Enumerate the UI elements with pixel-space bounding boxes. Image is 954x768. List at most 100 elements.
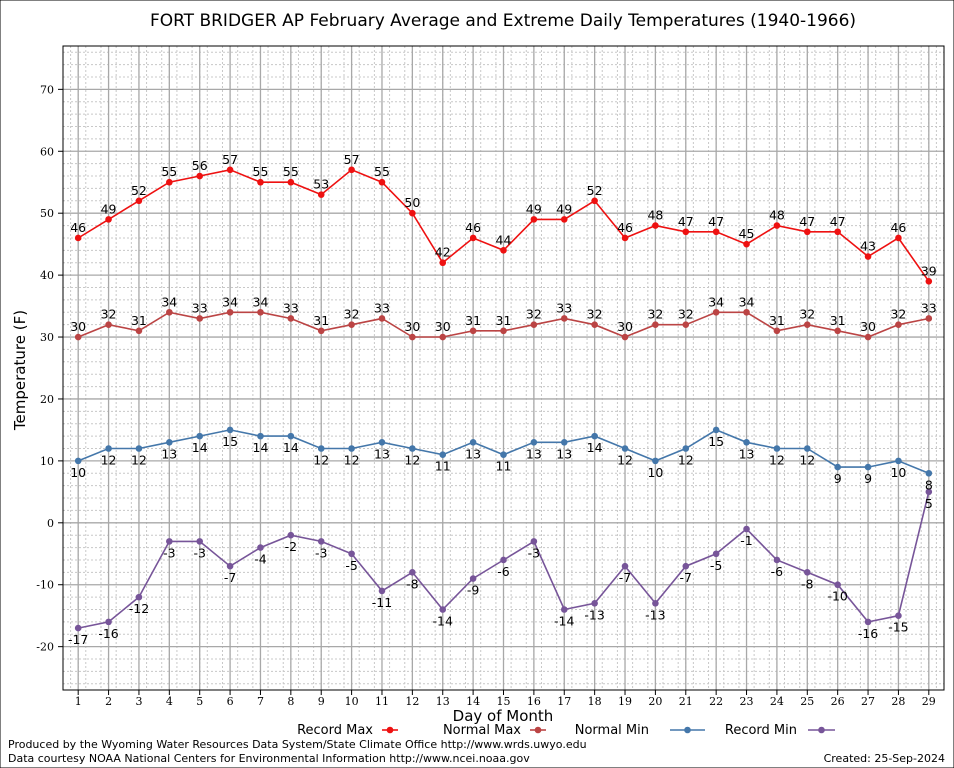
point-normal-min <box>226 426 234 434</box>
data-label-normal-max: 32 <box>344 307 360 322</box>
point-record-max <box>591 197 598 205</box>
point-normal-min <box>803 445 811 452</box>
data-label-normal-min: 10 <box>647 465 663 480</box>
point-normal-max <box>560 315 568 322</box>
x-tick-label: 15 <box>497 695 511 708</box>
y-tick-label: 20 <box>40 393 54 406</box>
point-record-min <box>287 531 295 539</box>
point-record-min <box>378 587 386 595</box>
data-label-normal-min: 12 <box>769 453 785 468</box>
data-label-record-min: -3 <box>163 545 175 560</box>
data-label-normal-min: 11 <box>435 459 451 474</box>
legend-label-record-min: Record Min <box>725 723 797 738</box>
x-tick-label: 23 <box>740 695 754 708</box>
x-axis-label: Day of Month <box>453 707 554 725</box>
point-normal-max <box>530 321 538 328</box>
point-record-min <box>105 618 112 626</box>
point-normal-max <box>226 308 234 316</box>
point-normal-min <box>196 432 204 440</box>
legend-item-normal-max: Normal Max <box>443 723 546 738</box>
data-label-normal-max: 32 <box>526 307 542 322</box>
point-normal-min <box>864 463 872 471</box>
point-normal-max <box>74 333 82 341</box>
x-tick-label: 24 <box>770 695 784 708</box>
point-record-min <box>773 556 781 564</box>
point-record-max <box>682 228 690 236</box>
data-label-record-max: 47 <box>799 214 815 229</box>
data-label-record-max: 47 <box>830 214 846 229</box>
x-tick-label: 25 <box>800 695 814 708</box>
plot-series <box>74 166 933 632</box>
data-label-normal-max: 32 <box>101 307 117 322</box>
data-label-normal-max: 30 <box>435 319 451 334</box>
point-record-min <box>74 624 82 632</box>
data-label-record-min: -3 <box>315 545 327 560</box>
x-tick-label: 10 <box>345 695 359 708</box>
data-label-normal-max: 34 <box>222 294 238 309</box>
data-label-normal-min: 13 <box>374 446 390 461</box>
data-label-record-max: 46 <box>617 220 633 235</box>
point-normal-max <box>439 333 447 341</box>
point-record-min <box>803 569 811 576</box>
data-label-normal-min: 12 <box>344 453 360 468</box>
point-normal-max <box>682 321 690 328</box>
point-record-min <box>257 544 264 551</box>
point-normal-max <box>348 321 355 328</box>
x-tick-label: 12 <box>405 695 419 708</box>
data-label-normal-max: 31 <box>496 313 512 328</box>
data-label-record-min: -3 <box>193 545 205 560</box>
point-record-max <box>196 172 204 180</box>
point-normal-max <box>257 308 264 316</box>
point-normal-max <box>743 308 750 316</box>
x-tick-label: 21 <box>679 695 693 708</box>
data-label-normal-min: 13 <box>556 446 572 461</box>
point-record-max <box>743 240 750 248</box>
point-record-max <box>166 178 173 186</box>
data-label-record-max: 57 <box>344 152 360 167</box>
data-label-record-min: -14 <box>554 614 574 629</box>
data-label-record-min: -12 <box>129 601 149 616</box>
point-record-min <box>621 562 629 570</box>
point-normal-max <box>803 321 811 328</box>
data-label-normal-min: 13 <box>526 446 542 461</box>
data-label-record-max: 49 <box>526 201 542 216</box>
data-label-record-max: 47 <box>708 214 724 229</box>
point-record-max <box>348 166 355 174</box>
data-label-record-min: -16 <box>858 626 878 641</box>
data-label-record-max: 49 <box>101 201 117 216</box>
data-label-record-max: 52 <box>587 183 603 198</box>
point-normal-max <box>287 315 295 322</box>
point-normal-min <box>166 439 173 446</box>
point-normal-min <box>378 439 386 446</box>
point-normal-max <box>500 327 507 335</box>
data-label-record-max: 42 <box>435 245 451 260</box>
legend-item-normal-min: Normal Min <box>575 723 705 738</box>
data-label-normal-max: 33 <box>192 300 208 315</box>
data-label-normal-min: 10 <box>890 465 906 480</box>
data-label-normal-min: 12 <box>313 453 329 468</box>
point-record-min <box>834 581 841 589</box>
x-tick-label: 19 <box>618 695 632 708</box>
point-record-min <box>652 600 659 607</box>
x-tick-label: 22 <box>709 695 723 708</box>
data-label-record-max: 46 <box>70 220 86 235</box>
data-label-normal-max: 32 <box>890 307 906 322</box>
data-label-normal-min: 15 <box>708 434 724 449</box>
data-label-normal-min: 14 <box>283 440 299 455</box>
data-label-record-min: -7 <box>224 570 236 585</box>
x-tick-label: 6 <box>227 695 234 708</box>
data-label-normal-max: 32 <box>647 307 663 322</box>
point-normal-min <box>500 451 507 458</box>
point-normal-max <box>834 327 841 335</box>
point-record-min <box>560 606 568 613</box>
data-label-record-min: -5 <box>345 558 357 573</box>
data-label-record-max: 46 <box>465 220 481 235</box>
point-record-max <box>652 222 659 229</box>
data-label-record-min: -15 <box>888 620 908 635</box>
x-tick-label: 1 <box>75 695 82 708</box>
point-record-min <box>135 593 143 601</box>
data-label-record-min: -5 <box>710 558 722 573</box>
data-label-record-max: 48 <box>769 208 785 223</box>
point-record-max <box>560 216 568 223</box>
